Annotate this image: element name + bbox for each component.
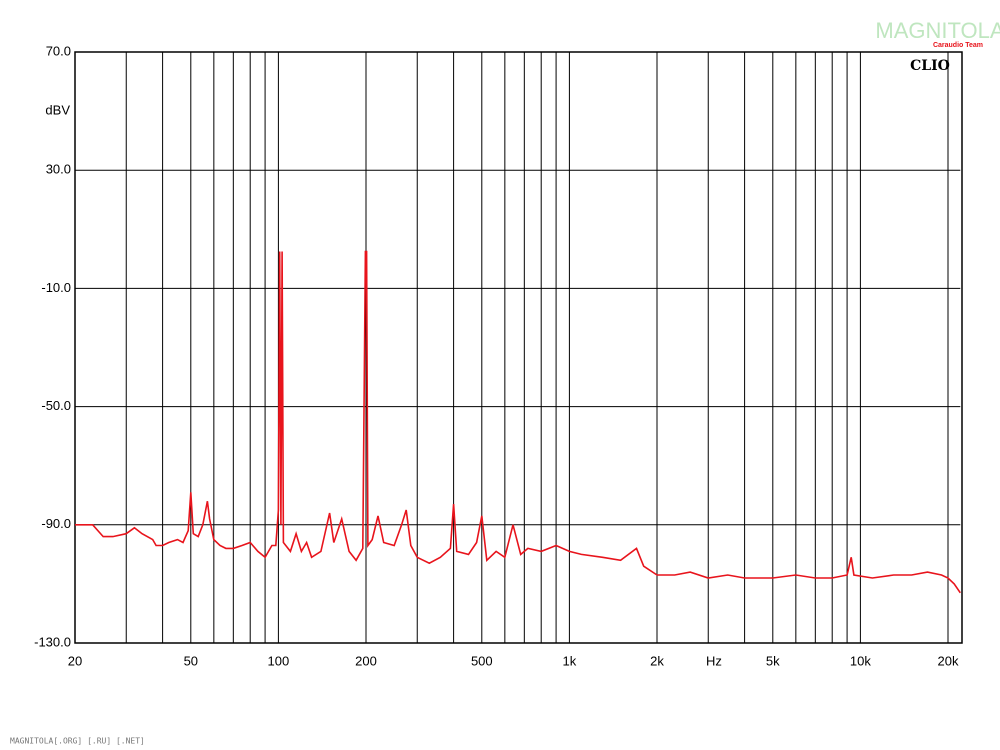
x-tick-label: 2k — [650, 653, 664, 668]
y-tick-label: 30.0 — [46, 162, 71, 177]
logo: MAGNITOLA — [875, 18, 1000, 43]
x-tick-label: 10k — [850, 653, 871, 668]
y-tick-label: -90.0 — [41, 516, 71, 531]
logo-sub: Caraudio Team — [933, 42, 983, 49]
x-tick-label: 20 — [68, 653, 82, 668]
y-tick-label: -50.0 — [41, 398, 71, 413]
trace — [75, 250, 961, 594]
x-tick-label: 500 — [471, 653, 493, 668]
y-tick-label: 70.0 — [46, 43, 71, 58]
x-tick-label: 5k — [766, 653, 780, 668]
x-tick-label: 1k — [563, 653, 577, 668]
x-tick-label: 200 — [355, 653, 377, 668]
y-tick-label: -130.0 — [34, 634, 71, 649]
brand: CLIO — [910, 58, 950, 74]
footer: MAGNITOLA[.ORG] [.RU] [.NET] — [10, 737, 145, 746]
x-tick-label: 20k — [938, 653, 959, 668]
plot-frame — [74, 51, 963, 644]
x-axis-label: Hz — [706, 653, 722, 668]
y-tick-label: -10.0 — [41, 280, 71, 295]
y-axis-label: dBV — [45, 102, 70, 117]
x-tick-label: 100 — [268, 653, 290, 668]
x-tick-label: 50 — [184, 653, 198, 668]
